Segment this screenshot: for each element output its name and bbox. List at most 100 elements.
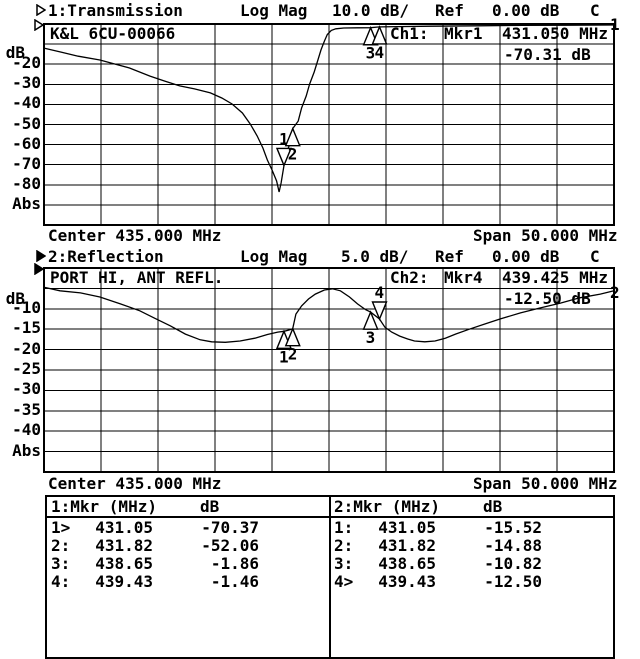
marker-table-left-row-1-num: 1> [51, 518, 71, 537]
ch2-ytick--30: -30 [12, 379, 41, 399]
ch2-scale: 5.0 dB/ [341, 247, 409, 266]
ch2-marker-4-label: 4 [375, 283, 385, 302]
marker-table-right-row-4-num: 4> [334, 572, 354, 591]
ch2-ref-value: 0.00 dB [492, 247, 560, 266]
ch2-center: Center 435.000 MHz [48, 474, 222, 493]
ch2-ytick--40: -40 [12, 420, 41, 440]
ch1-trace-label: K&L 6CU-00066 [50, 24, 175, 43]
ch2-ytick--25: -25 [12, 359, 41, 378]
ch2-readout-marker: Mkr4 [444, 268, 483, 287]
ch2-readout-value: -12.50 dB [504, 289, 591, 308]
ch2-readout-channel: Ch2: [390, 268, 429, 287]
ch1-marker-4-icon [371, 25, 388, 45]
marker-table-left-row-2-num: 2: [51, 536, 71, 555]
ch1-ref-position-icon [34, 19, 44, 31]
ch1-readout-value: -70.31 dB [504, 45, 591, 64]
ch2-active-arrow-icon [36, 250, 46, 262]
marker-table-right-row-3-db: -10.82 [484, 554, 542, 573]
marker-table-left-row-4-db: -1.46 [210, 572, 259, 591]
ch2-marker-3-label: 3 [366, 328, 376, 347]
ch1-ytick--20: -20 [12, 53, 41, 73]
ch1-channel-indicator: 1 [610, 15, 620, 34]
marker-table-left-row-3-num: 3: [51, 554, 71, 573]
marker-table-right-row-4-db: -12.50 [484, 572, 542, 591]
ch2-marker-3-icon [362, 310, 379, 330]
ch2-span: Span 50.000 MHz [473, 474, 618, 493]
ch1-readout-marker: Mkr1 [444, 24, 483, 43]
ch2-channel-indicator: 2 [610, 283, 620, 302]
ch2-unit-label: dB [5, 289, 25, 308]
ch1-readout-frequency: 431.050 MHz [502, 24, 608, 43]
ch1-ytick--30: -30 [12, 73, 41, 93]
ch1-ref-label: Ref [435, 1, 464, 20]
ch1-marker-1-icon [275, 147, 293, 168]
marker-table-right-row-3-freq: 438.65 [378, 554, 436, 573]
ch2-ytick--20: -20 [12, 338, 41, 358]
marker-table-right-header: 2:Mkr (MHz) [334, 497, 440, 516]
ch2-marker-1-label: 1 [279, 347, 289, 366]
ch1-title: 1:Transmission [48, 1, 183, 20]
ch2-title: 2:Reflection [48, 247, 164, 266]
ch2-ytick-Abs: Abs [12, 440, 41, 460]
marker-table-right-row-2-num: 2: [334, 536, 354, 555]
marker-table-left-row-3-freq: 438.65 [95, 554, 153, 573]
ch1-grid-border [43, 23, 615, 226]
marker-table: 1:Mkr (MHz) dB 2:Mkr (MHz) dB 1> 431.05 -7… [45, 495, 615, 659]
marker-table-left-row-2-db: -52.06 [201, 536, 259, 555]
marker-table-right-row-2-freq: 431.82 [378, 536, 436, 555]
ch1-ytick--80: -80 [12, 173, 41, 193]
ch1-center: Center 435.000 MHz [48, 226, 222, 245]
marker-table-right-unit: dB [483, 497, 503, 516]
ch2-marker-2-label: 2 [288, 345, 298, 364]
marker-table-left-row-1-freq: 431.05 [95, 518, 153, 537]
ch1-format: Log Mag [240, 1, 308, 20]
marker-table-right-row-4-freq: 439.43 [378, 572, 436, 591]
ch1-ytick-Abs: Abs [12, 193, 41, 213]
ch1-span: Span 50.000 MHz [473, 226, 618, 245]
ch2-cal-flag: C [590, 247, 600, 266]
marker-table-right-row-1-db: -15.52 [484, 518, 542, 537]
ch1-chart: K&L 6CU-00066 Ch1: Mkr1 431.050 MHz -70.31 d… [43, 23, 615, 226]
ch2-grid-border [43, 267, 615, 473]
marker-table-right-row-3-num: 3: [334, 554, 354, 573]
marker-table-header-separator [47, 516, 613, 518]
ch1-marker-1-label: 1 [279, 129, 289, 148]
marker-table-divider [329, 497, 331, 657]
marker-table-left-header: 1:Mkr (MHz) [51, 497, 157, 516]
ch1-marker-4-label: 4 [375, 43, 385, 62]
marker-table-left-row-1-db: -70.37 [201, 518, 259, 537]
marker-table-left-row-4-freq: 439.43 [95, 572, 153, 591]
ch1-ytick--60: -60 [12, 133, 41, 153]
ch1-ref-value: 0.00 dB [492, 1, 560, 20]
ch1-ytick--70: -70 [12, 153, 41, 173]
marker-table-left-row-4-num: 4: [51, 572, 71, 591]
ch1-cal-flag: C [590, 1, 600, 20]
ch2-ref-position-icon [34, 263, 44, 275]
ch2-ytick--10: -10 [12, 297, 41, 317]
marker-table-right-row-2-db: -14.88 [484, 536, 542, 555]
ch2-format: Log Mag [240, 247, 308, 266]
marker-table-right-row-1-num: 1: [334, 518, 354, 537]
ch2-ytick--15: -15 [12, 318, 41, 338]
marker-table-left-unit: dB [200, 497, 220, 516]
ch1-active-arrow-icon [36, 4, 46, 16]
ch2-trace-label: PORT HI, ANT REFL. [50, 268, 223, 287]
ch2-chart: PORT HI, ANT REFL. Ch2: Mkr4 439.425 MHz -12… [43, 267, 615, 473]
ch1-ytick--40: -40 [12, 93, 41, 113]
marker-table-right-row-1-freq: 431.05 [378, 518, 436, 537]
ch2-ytick--35: -35 [12, 399, 41, 419]
ch2-readout-frequency: 439.425 MHz [502, 268, 608, 287]
ch1-marker-2-icon [284, 126, 301, 147]
ch2-ref-label: Ref [435, 247, 464, 266]
ch1-marker-3-label: 3 [366, 44, 376, 63]
marker-table-left-row-3-db: -1.86 [210, 554, 259, 573]
ch2-trace [43, 286, 615, 343]
ch2-marker-2-icon [284, 326, 301, 347]
ch1-scale: 10.0 dB/ [332, 1, 410, 20]
marker-table-left-row-2-freq: 431.82 [95, 536, 153, 555]
ch2-marker-4-icon [371, 301, 388, 321]
ch1-ytick--50: -50 [12, 113, 41, 133]
ch1-readout-channel: Ch1: [390, 24, 429, 43]
ch1-marker-2-label: 2 [288, 145, 298, 164]
